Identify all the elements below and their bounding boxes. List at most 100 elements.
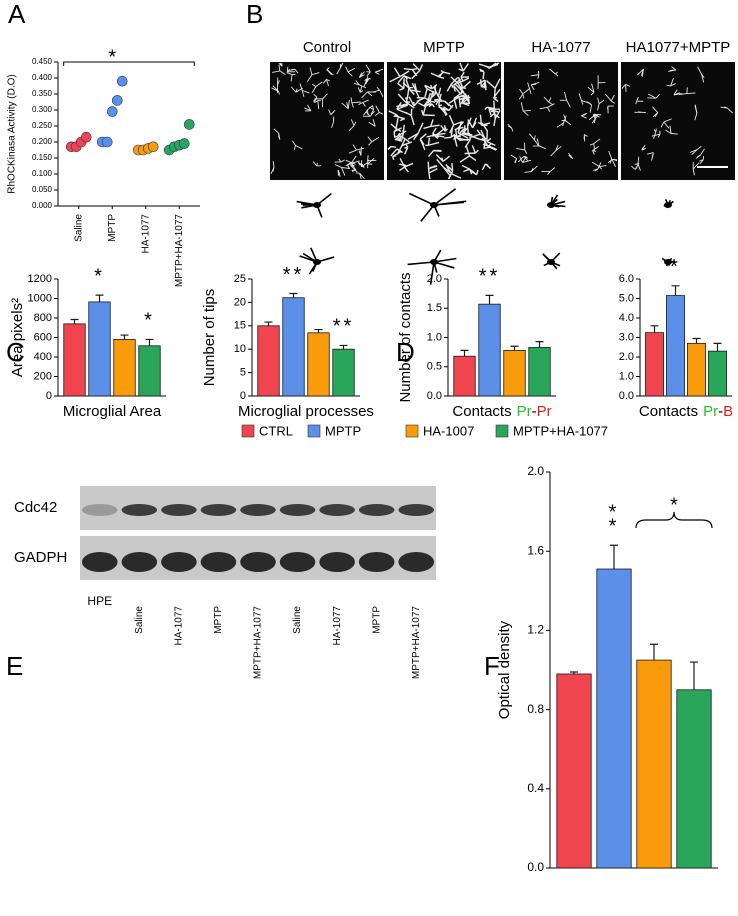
- cell-process: [428, 141, 440, 146]
- cell-process: [399, 165, 407, 172]
- blot-band: [358, 504, 395, 516]
- cell-process: [348, 149, 357, 154]
- lane-label: Saline: [292, 606, 303, 634]
- cell-process: [678, 93, 687, 95]
- data-point: [147, 141, 159, 153]
- cell-branch: [433, 204, 440, 217]
- cell-process: [350, 162, 355, 167]
- cell-branch: [308, 261, 318, 275]
- cell-branch: [316, 204, 323, 218]
- cell-process: [549, 167, 556, 172]
- y-tick-label: 0.100: [32, 169, 53, 178]
- cell-process: [442, 108, 446, 112]
- cell-process: [610, 100, 616, 104]
- y-tick-label: 0.150: [32, 153, 53, 162]
- x-axis-label: Microglial Area: [63, 403, 162, 420]
- cell-process: [359, 173, 362, 180]
- cell-process: [311, 72, 320, 76]
- y-tick-label: 200: [34, 370, 52, 382]
- data-point: [116, 75, 128, 87]
- bar: [687, 342, 706, 397]
- cell-process: [673, 93, 683, 96]
- cell-branch: [661, 257, 669, 263]
- y-axis-label: Number of contacts: [397, 272, 414, 402]
- cell-process: [465, 145, 471, 157]
- cell-process: [438, 93, 442, 100]
- cell-process: [530, 167, 534, 172]
- cell-process: [597, 97, 600, 104]
- cell-process: [361, 91, 368, 99]
- cell-process: [564, 91, 568, 101]
- cell-process: [302, 90, 310, 94]
- cell-process: [428, 172, 431, 180]
- legend-label: MPTP+HA-1077: [513, 423, 608, 438]
- cell-process: [517, 155, 525, 163]
- y-tick-label: 0.4: [527, 781, 544, 795]
- cell-process: [350, 97, 353, 103]
- y-tick-label: 5: [240, 367, 246, 379]
- cell-process: [461, 164, 471, 170]
- y-tick-label: 0.350: [32, 89, 53, 98]
- cell-process: [640, 69, 644, 77]
- cell-process: [543, 96, 549, 103]
- bar: [282, 297, 305, 397]
- cell-branch: [407, 261, 435, 266]
- cell-process: [516, 148, 525, 151]
- y-tick-label: 1.0: [427, 331, 442, 343]
- cell-process: [379, 89, 384, 97]
- lane-label: MPTP+HA-1077: [253, 606, 264, 680]
- cell-process: [396, 145, 403, 155]
- cell-process: [371, 105, 375, 110]
- cell-process: [701, 73, 705, 78]
- x-axis-label: Contacts Pr-B: [639, 403, 733, 420]
- cell-process: [462, 133, 473, 137]
- cell-process: [485, 163, 489, 167]
- cell-process: [493, 113, 500, 119]
- lane-label: HA-1077: [174, 606, 185, 646]
- cell-process: [436, 158, 445, 168]
- cell-process: [697, 66, 702, 75]
- cell-process: [367, 158, 375, 165]
- cell-process: [510, 154, 517, 160]
- image-title: HA-1077: [531, 39, 590, 56]
- cell-process: [476, 129, 481, 135]
- cell-process: [362, 99, 369, 103]
- data-point: [183, 119, 195, 130]
- blot-band: [240, 504, 276, 516]
- cell-branch: [550, 200, 566, 206]
- cell-process: [523, 88, 530, 94]
- cell-process: [412, 68, 417, 71]
- cell-process: [350, 119, 355, 126]
- cell-process: [581, 114, 586, 117]
- cell-process: [655, 94, 660, 99]
- cell-process: [371, 136, 380, 143]
- cell-process: [334, 164, 342, 168]
- cell-process: [587, 86, 595, 93]
- cell-process: [673, 89, 678, 96]
- cell-process: [325, 79, 329, 87]
- cell-process: [555, 71, 558, 75]
- cell-process: [427, 100, 436, 103]
- cell-process: [404, 101, 415, 109]
- cell-process: [593, 138, 601, 145]
- blot-band: [319, 552, 355, 572]
- cell-process: [556, 122, 564, 128]
- cell-branch: [409, 192, 435, 206]
- cell-process: [356, 147, 365, 151]
- legend-swatch: [241, 424, 255, 438]
- cell-process: [437, 87, 442, 97]
- x-tick-label: HA-1077: [140, 214, 151, 254]
- micrograph: [621, 62, 735, 180]
- cell-process: [443, 166, 453, 175]
- cell-process: [592, 114, 595, 118]
- cell-process: [584, 134, 588, 137]
- cell-process: [346, 102, 349, 109]
- y-tick-label: 20: [234, 296, 246, 308]
- cell-process: [482, 124, 489, 132]
- cell-branch: [667, 199, 672, 206]
- blot-band: [358, 552, 395, 572]
- lane-label: MPTP: [371, 606, 382, 634]
- cell-process: [634, 166, 638, 170]
- bar: [636, 659, 672, 869]
- cell-process: [358, 84, 367, 89]
